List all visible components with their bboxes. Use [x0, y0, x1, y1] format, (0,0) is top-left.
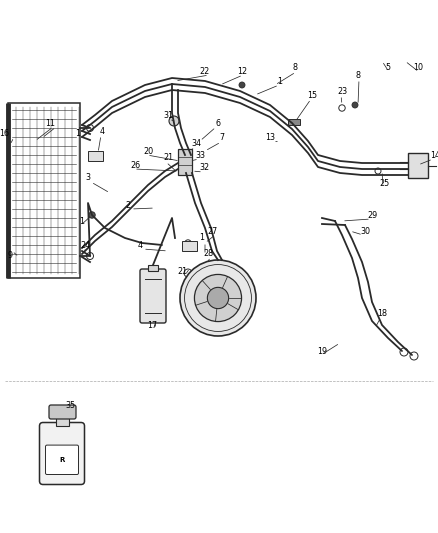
Text: 29: 29 [367, 211, 377, 220]
Text: 23: 23 [337, 86, 347, 95]
Text: 30: 30 [360, 227, 370, 236]
FancyBboxPatch shape [39, 423, 85, 484]
Text: 1: 1 [80, 216, 85, 225]
Text: 5: 5 [385, 63, 391, 72]
Text: 13: 13 [265, 133, 275, 142]
Circle shape [95, 152, 101, 158]
Circle shape [184, 269, 192, 277]
Text: 32: 32 [199, 164, 209, 173]
Circle shape [194, 274, 242, 321]
Circle shape [239, 82, 245, 88]
Text: 10: 10 [413, 63, 423, 72]
FancyBboxPatch shape [140, 269, 166, 323]
Text: 31: 31 [163, 110, 173, 119]
Text: 18: 18 [377, 309, 387, 318]
Text: 22: 22 [200, 67, 210, 76]
Text: 15: 15 [307, 91, 317, 100]
Text: 4: 4 [99, 126, 105, 135]
Text: R: R [59, 457, 65, 463]
Circle shape [400, 348, 408, 356]
Circle shape [180, 260, 256, 336]
FancyBboxPatch shape [49, 405, 76, 419]
Text: 4: 4 [138, 240, 142, 249]
Text: 1: 1 [278, 77, 283, 85]
Bar [88, 151, 103, 161]
Text: 2: 2 [125, 200, 131, 209]
Circle shape [169, 116, 179, 126]
Text: 12: 12 [237, 67, 247, 76]
Circle shape [352, 102, 358, 108]
Bar [148, 265, 158, 271]
Text: 33: 33 [195, 150, 205, 159]
Text: 8: 8 [356, 70, 360, 79]
Text: 20: 20 [143, 147, 153, 156]
Bar [182, 241, 197, 251]
Text: 11: 11 [45, 118, 55, 127]
Circle shape [86, 253, 93, 260]
Bar [408, 153, 428, 178]
Text: 34: 34 [191, 139, 201, 148]
Circle shape [89, 212, 95, 218]
Text: 26: 26 [130, 160, 140, 169]
Text: 21: 21 [163, 154, 173, 163]
Circle shape [185, 240, 191, 246]
Text: 28: 28 [203, 248, 213, 257]
Text: 35: 35 [65, 400, 75, 409]
Text: 6: 6 [215, 118, 220, 127]
Text: 1: 1 [199, 233, 205, 243]
Circle shape [207, 287, 229, 309]
Circle shape [410, 352, 418, 360]
Circle shape [339, 105, 345, 111]
Text: 27: 27 [207, 227, 217, 236]
Text: 25: 25 [380, 179, 390, 188]
Bar [288, 119, 300, 125]
Text: 7: 7 [219, 133, 225, 142]
Text: 16: 16 [0, 128, 9, 138]
Bar [56, 417, 69, 426]
Circle shape [375, 168, 381, 174]
Text: 1: 1 [75, 128, 81, 138]
Text: 24: 24 [80, 240, 90, 249]
Circle shape [86, 125, 93, 132]
Text: 9: 9 [7, 251, 13, 260]
Text: 17: 17 [147, 320, 157, 329]
Text: 14: 14 [430, 150, 438, 159]
Text: 8: 8 [293, 63, 297, 72]
Bar [178, 149, 192, 175]
Text: 19: 19 [317, 346, 327, 356]
FancyBboxPatch shape [46, 445, 78, 474]
Bar [8, 103, 80, 278]
Text: 21: 21 [177, 266, 187, 276]
Text: 3: 3 [85, 174, 91, 182]
